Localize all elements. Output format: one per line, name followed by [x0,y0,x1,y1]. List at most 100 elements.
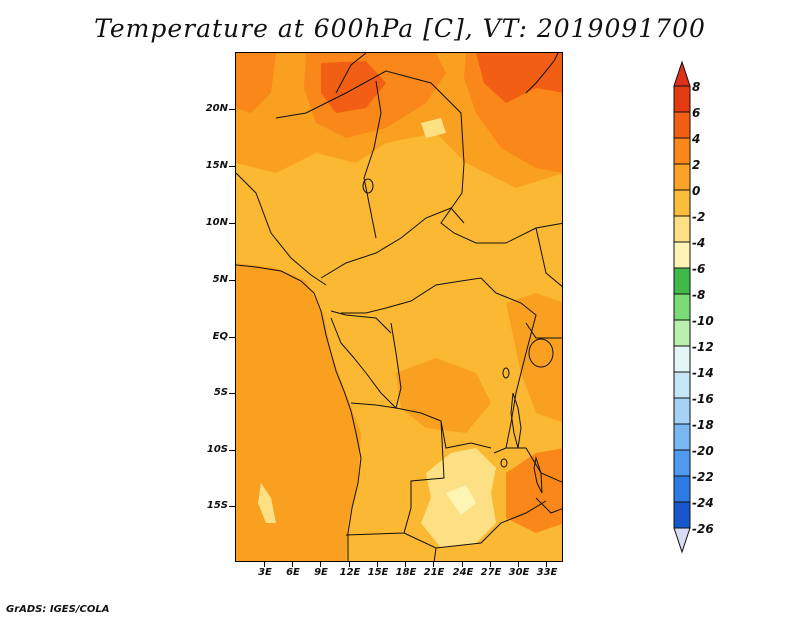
lon-tick [349,562,350,567]
lat-tick [229,166,235,167]
colorbar-label: -4 [692,236,706,250]
border-angola-zambia [345,420,445,536]
colorbar-label: 4 [692,132,701,146]
lat-label: 15S [206,500,228,511]
border-east-africa [535,227,562,287]
lat-label: 15N [205,160,228,171]
colorbar-swatch [673,163,691,191]
lon-tick [518,562,519,567]
border-zambia-south [403,500,547,549]
field-hot-core-sahara [321,61,386,113]
field-hot-core-ne [476,53,562,103]
lat-tick [229,280,235,281]
border-congo-drc [330,317,402,409]
lake-victoria [528,338,554,368]
map-title: Temperature at 600hPa [C], VT: 201909170… [94,14,706,43]
lon-tick [264,562,265,567]
field-cool-southwest [258,483,276,523]
colorbar-label: -22 [692,470,714,484]
colorbar-label: 0 [692,184,701,198]
lat-tick [229,393,235,394]
lat-tick [229,109,235,110]
colorbar-label: -6 [692,262,706,276]
colorbar-label: -14 [692,366,714,380]
colorbar-swatch [673,241,691,269]
border-drc-angola [350,402,492,449]
lon-label: 30E [508,567,530,578]
coastline-west [236,264,362,561]
lat-tick [229,337,235,338]
border-south-africa [433,547,437,561]
colorbar-label: -26 [692,522,714,536]
colorbar-swatch [673,319,691,347]
colorbar-top-arrow [673,60,691,87]
colorbar-swatch [673,293,691,321]
lon-label: 15E [367,567,389,578]
colorbar-label: -8 [692,288,706,302]
border-drc-east [493,292,537,454]
grads-credit: GrADS: IGES/COLA [6,604,110,615]
field-central-warm [396,358,491,433]
border-mozambique [535,497,562,514]
colorbar-label: -24 [692,496,714,510]
lat-tick [229,450,235,451]
lon-tick [377,562,378,567]
colorbar-label: -20 [692,444,714,458]
colorbar-swatch [673,449,691,477]
lon-tick [462,562,463,567]
field-coolest-south [446,485,476,515]
colorbar-label: 8 [692,80,701,94]
lon-label: 12E [339,567,361,578]
lat-label: 10N [205,217,228,228]
political-boundaries [236,53,562,561]
lon-label: 27E [480,567,502,578]
border-tanzania [506,447,562,483]
lon-label: 24E [452,567,474,578]
map-canvas [236,53,562,561]
colorbar-swatch [673,85,691,113]
colorbar [673,60,691,554]
border-nigeria-cameroon [236,172,327,286]
border-libya-chad [275,70,465,164]
colorbar-swatch [673,475,691,503]
lon-tick [320,562,321,567]
lake-kivu [502,367,510,379]
coastline-red-sea [525,53,559,94]
colorbar-swatch [673,371,691,399]
colorbar-label: -18 [692,418,714,432]
lon-label: 9E [314,567,328,578]
lake-chad [362,178,374,194]
colorbar-swatch [673,501,691,529]
lon-label: 33E [536,567,558,578]
border-car-drc [341,277,497,314]
lat-label: 20N [205,103,228,114]
colorbar-label: 6 [692,106,701,120]
lat-label: 5N [212,274,228,285]
colorbar-label: -16 [692,392,714,406]
colorbar-swatch [673,397,691,425]
field-cool-north [421,118,446,138]
lake-mweru [500,458,508,468]
lon-tick [292,562,293,567]
colorbar-swatch [673,189,691,217]
colorbar-label: -12 [692,340,714,354]
lat-label: 10S [206,444,228,455]
lat-tick [229,506,235,507]
lon-tick [433,562,434,567]
field-hot-northwest [236,53,276,113]
border-uganda-kenya [525,322,562,339]
colorbar-label: -10 [692,314,714,328]
colorbar-swatch [673,111,691,139]
border-cameroon-gabon [330,310,392,334]
border-sudan-south [440,162,562,244]
lon-label: 3E [258,567,272,578]
lon-label: 21E [423,567,445,578]
field-east-warm [506,293,562,423]
colorbar-label: 2 [692,158,701,172]
field-hot-southeast [506,448,562,533]
lon-label: 18E [395,567,417,578]
border-niger-chad [335,53,367,94]
colorbar-swatch [673,137,691,165]
colorbar-bottom-arrow [673,527,691,554]
colorbar-swatch [673,423,691,451]
